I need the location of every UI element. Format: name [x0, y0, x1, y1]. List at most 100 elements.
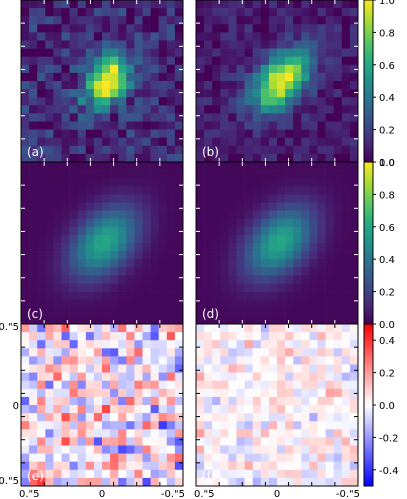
heatmap-cell — [85, 24, 95, 33]
heatmap-cell — [142, 153, 151, 163]
heatmap-cell — [166, 413, 176, 422]
heatmap-cell — [174, 16, 184, 25]
heatmap-cell — [301, 388, 310, 398]
heatmap-cell — [236, 48, 245, 57]
heatmap-cell — [118, 89, 127, 98]
heatmap-cell — [212, 234, 221, 244]
heatmap-cell — [196, 453, 205, 462]
heatmap-cell — [53, 469, 62, 479]
colorbar-segment — [364, 159, 373, 163]
heatmap-cell — [61, 324, 70, 333]
heatmap-cell — [134, 0, 143, 9]
heatmap-cell — [260, 64, 270, 74]
heatmap-cell — [341, 234, 351, 244]
heatmap-cell — [110, 40, 119, 49]
colorbar-segment — [364, 386, 373, 390]
colorbar-segment — [364, 153, 373, 157]
heatmap-cell — [349, 413, 359, 422]
heatmap-cell — [102, 153, 111, 163]
heatmap-cell — [349, 259, 359, 268]
heatmap-cell — [212, 218, 221, 228]
heatmap-cell — [268, 372, 278, 381]
heatmap-cell — [285, 283, 294, 292]
heatmap-cell — [174, 461, 184, 471]
heatmap-cell — [69, 469, 78, 479]
heatmap-cell — [134, 469, 143, 479]
colorbar-segment — [364, 472, 373, 476]
heatmap-cell — [110, 405, 119, 414]
heatmap-cell — [204, 97, 213, 106]
heatmap-cell — [349, 137, 359, 147]
heatmap-cell — [134, 421, 143, 430]
heatmap-cell — [325, 234, 334, 244]
heatmap-cell — [196, 388, 205, 398]
heatmap-cell — [134, 243, 143, 252]
heatmap-cell — [349, 56, 359, 66]
heatmap-cell — [102, 332, 111, 341]
heatmap-cell — [61, 137, 70, 147]
heatmap-cell — [333, 421, 343, 430]
heatmap-cell — [53, 153, 62, 163]
colorbar-tick-label: 0.0 — [379, 158, 395, 169]
heatmap-cell — [158, 315, 168, 325]
heatmap-cell — [325, 251, 334, 260]
heatmap-cell — [166, 405, 176, 414]
colorbar-segment — [364, 51, 373, 55]
heatmap-cell — [293, 445, 302, 454]
heatmap-cell — [150, 210, 159, 219]
heatmap-cell — [77, 356, 87, 365]
heatmap-cell — [236, 413, 245, 422]
colorbar-segment — [364, 162, 373, 166]
heatmap-cell — [228, 81, 237, 90]
heatmap-cell — [204, 243, 213, 252]
heatmap-cell — [277, 16, 286, 25]
heatmap-cell — [204, 24, 213, 33]
heatmap-cell — [126, 48, 135, 57]
heatmap-cell — [220, 218, 229, 228]
heatmap-cell — [309, 226, 318, 236]
heatmap-cell — [102, 32, 111, 41]
heatmap-cell — [277, 372, 286, 381]
heatmap-cell — [158, 0, 168, 9]
heatmap-cell — [69, 340, 78, 349]
heatmap-cell — [204, 194, 213, 203]
heatmap-cell — [212, 324, 221, 333]
heatmap-cell — [333, 259, 343, 268]
heatmap-cell — [333, 0, 343, 9]
heatmap-cell — [77, 81, 87, 90]
heatmap-cell — [85, 429, 95, 438]
heatmap-cell — [293, 267, 302, 276]
heatmap-cell — [102, 194, 111, 203]
heatmap-cell — [293, 56, 302, 66]
heatmap-cell — [158, 469, 168, 479]
heatmap-cell — [134, 137, 143, 147]
heatmap-cell — [134, 32, 143, 41]
heatmap-cell — [150, 234, 159, 244]
heatmap-cell — [285, 413, 294, 422]
heatmap-cell — [212, 162, 221, 171]
colorbar: 1.00.80.60.40.20.0 — [363, 158, 395, 331]
colorbar-segment — [364, 62, 373, 66]
heatmap-cell — [349, 145, 359, 155]
heatmap-cell — [244, 380, 253, 390]
heatmap-cell — [293, 429, 302, 438]
heatmap-cell — [236, 421, 245, 430]
heatmap-cell — [85, 421, 95, 430]
heatmap-cell — [341, 461, 351, 471]
heatmap-cell — [150, 396, 159, 406]
heatmap-cell — [85, 202, 95, 211]
heatmap-cell — [277, 8, 286, 17]
heatmap-cell — [228, 234, 237, 244]
heatmap-cell — [220, 40, 229, 49]
heatmap-cell — [29, 243, 38, 252]
heatmap-cell — [174, 186, 184, 195]
heatmap-cell — [341, 210, 351, 219]
heatmap-cell — [110, 291, 119, 300]
heatmap-cell — [268, 194, 278, 203]
heatmap-cell — [244, 129, 253, 138]
heatmap-cell — [77, 56, 87, 66]
heatmap-cell — [309, 388, 318, 398]
heatmap-cell — [325, 324, 334, 333]
heatmap-cell — [93, 364, 103, 373]
heatmap-cell — [196, 81, 205, 90]
